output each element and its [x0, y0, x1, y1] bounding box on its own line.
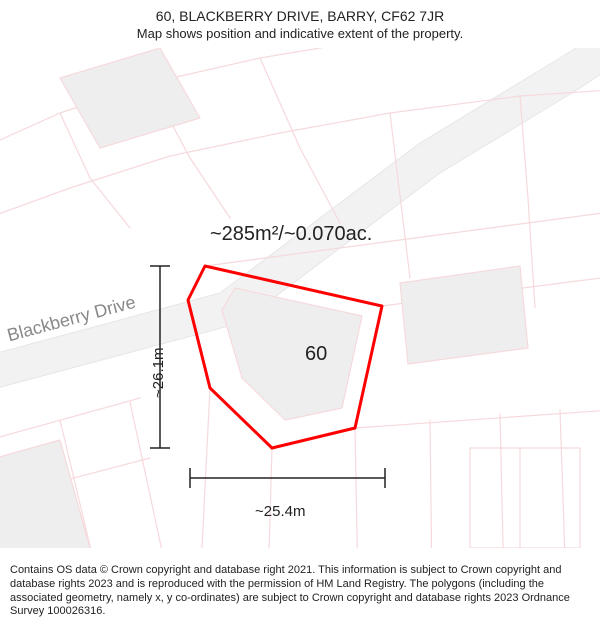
- width-dimension-label: ~25.4m: [255, 503, 305, 520]
- house-number-label: 60: [305, 343, 327, 366]
- copyright-footer: Contains OS data © Crown copyright and d…: [10, 564, 590, 619]
- map-svg: [0, 48, 600, 548]
- area-label: ~285m²/~0.070ac.: [210, 223, 372, 246]
- map: ~285m²/~0.070ac. 60 Blackberry Drive ~25…: [0, 48, 600, 548]
- height-dimension-label: ~26.1m: [150, 348, 167, 398]
- page-subtitle: Map shows position and indicative extent…: [0, 26, 600, 41]
- page-title: 60, BLACKBERRY DRIVE, BARRY, CF62 7JR: [0, 8, 600, 24]
